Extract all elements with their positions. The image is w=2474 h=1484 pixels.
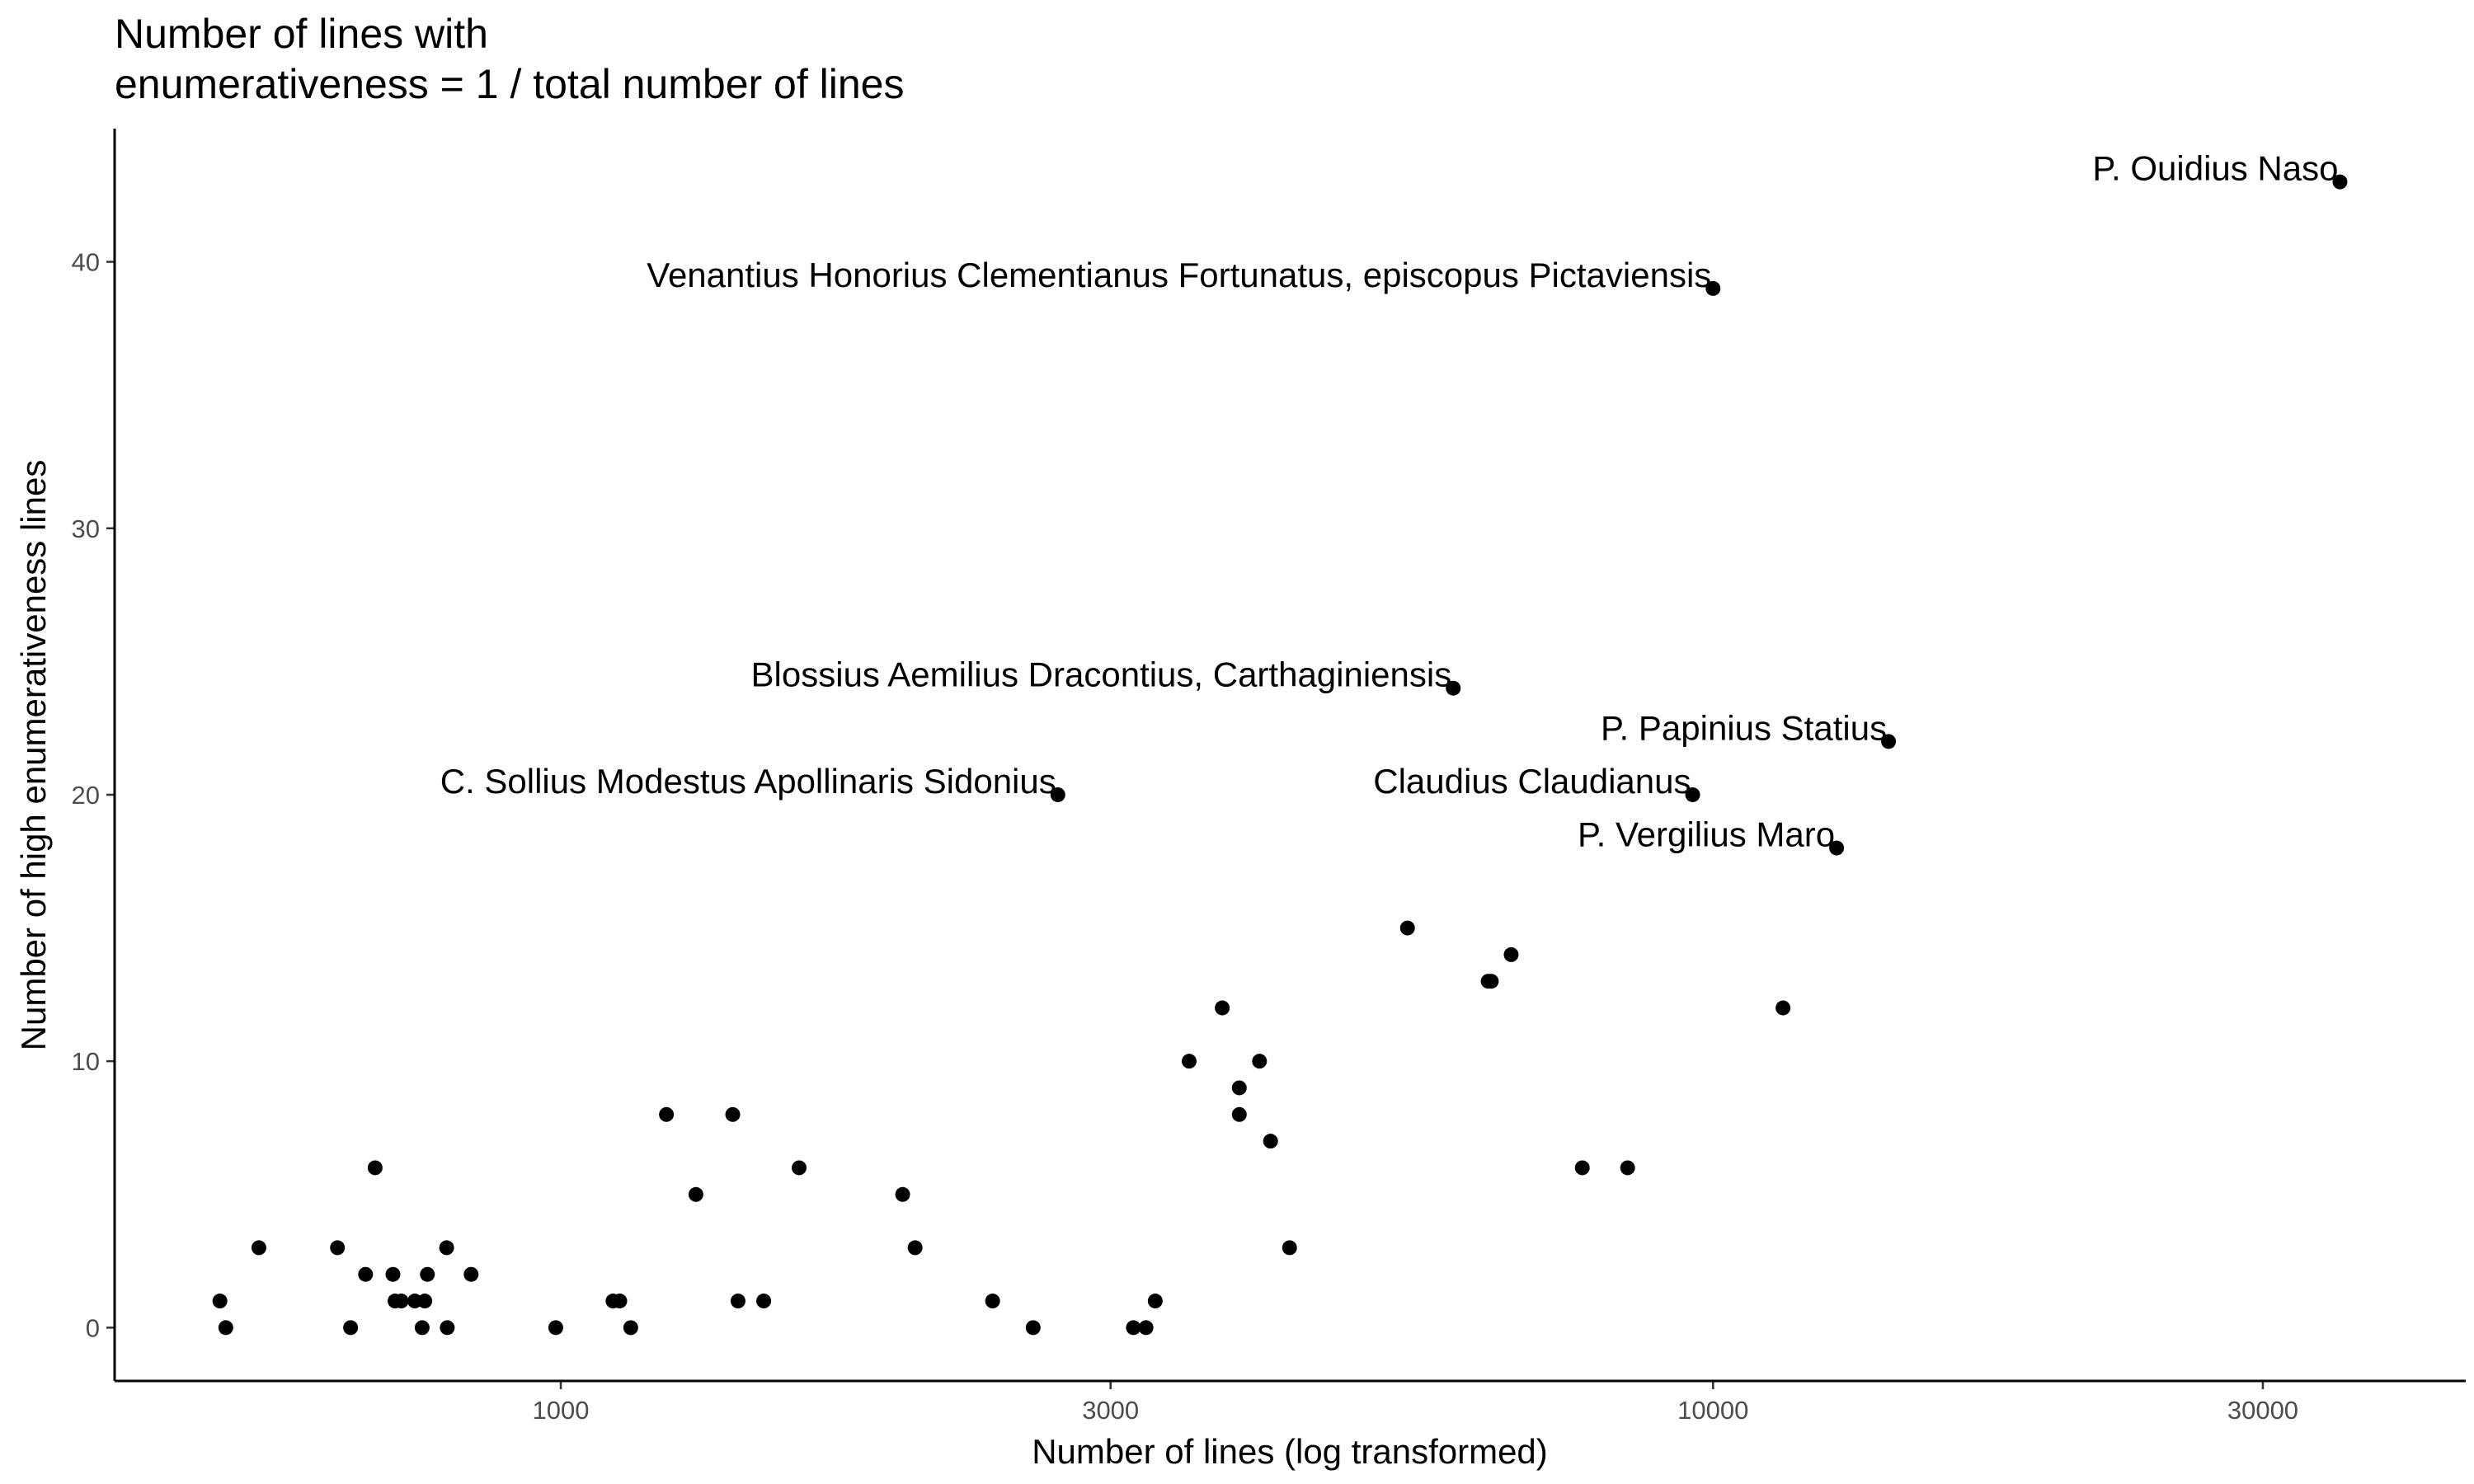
data-point-label: C. Sollius Modestus Apollinaris Sidonius <box>440 762 1056 801</box>
data-point <box>1503 946 1519 962</box>
data-point <box>756 1294 772 1309</box>
data-point <box>1399 920 1415 936</box>
data-point-label: P. Vergilius Maro <box>1578 815 1835 854</box>
data-point <box>659 1106 675 1122</box>
data-point <box>1215 1000 1230 1016</box>
data-point <box>1138 1320 1154 1336</box>
data-point <box>414 1320 430 1336</box>
y-tick-label: 40 <box>72 248 100 277</box>
data-point <box>1685 787 1700 802</box>
data-point <box>1231 1106 1247 1122</box>
data-point <box>1446 680 1461 696</box>
x-tick-label: 3000 <box>1082 1396 1139 1425</box>
data-point <box>367 1160 383 1176</box>
data-point <box>1025 1320 1041 1336</box>
data-point <box>251 1240 266 1256</box>
data-point <box>343 1320 359 1336</box>
x-axis-title: Number of lines (log transformed) <box>1032 1432 1548 1471</box>
data-point <box>1776 1000 1791 1016</box>
chart-title-line-1: Number of lines with <box>115 11 488 57</box>
chart-title-line-2: enumerativeness = 1 / total number of li… <box>115 61 904 107</box>
data-point <box>688 1186 703 1202</box>
data-point <box>1574 1160 1590 1176</box>
y-tick-label: 10 <box>72 1047 100 1076</box>
data-point <box>1484 974 1499 989</box>
data-point <box>358 1266 374 1282</box>
x-tick-label: 10000 <box>1677 1396 1748 1425</box>
y-tick-label: 20 <box>72 781 100 810</box>
data-points <box>212 174 2348 1336</box>
y-axis-title: Number of high enumerativeness lines <box>14 460 53 1051</box>
data-point-label: Claudius Claudianus <box>1373 762 1691 801</box>
data-point <box>393 1294 409 1309</box>
data-point <box>1881 734 1897 749</box>
data-point <box>792 1160 807 1176</box>
data-point <box>1829 840 1845 856</box>
data-point <box>218 1320 233 1336</box>
data-point <box>439 1240 454 1256</box>
data-point <box>1181 1054 1197 1069</box>
x-tick-label: 30000 <box>2227 1396 2298 1425</box>
data-point <box>1282 1240 1297 1256</box>
data-point-label: Blossius Aemilius Dracontius, Carthagini… <box>751 655 1452 694</box>
data-point <box>212 1294 228 1309</box>
data-point <box>1231 1080 1247 1096</box>
point-labels: P. Ouidius Naso Venantius Honorius Clemen… <box>440 149 2339 854</box>
data-point <box>420 1266 435 1282</box>
data-point <box>463 1266 479 1282</box>
x-axis-ticks: 1000 3000 10000 30000 <box>533 1381 2298 1425</box>
data-point <box>417 1294 433 1309</box>
data-point-label: Venantius Honorius Clementianus Fortunat… <box>647 256 1711 294</box>
data-point <box>1252 1054 1268 1069</box>
data-point <box>623 1320 638 1336</box>
data-point <box>330 1240 346 1256</box>
data-point <box>1126 1320 1141 1336</box>
data-point <box>985 1294 1000 1309</box>
data-point <box>725 1106 741 1122</box>
data-point <box>440 1320 455 1336</box>
data-point <box>1263 1134 1278 1149</box>
data-point <box>907 1240 923 1256</box>
data-point <box>548 1320 563 1336</box>
y-tick-label: 0 <box>86 1313 100 1342</box>
data-point <box>612 1294 628 1309</box>
data-point <box>1050 787 1065 802</box>
data-point <box>2332 174 2348 190</box>
data-point <box>730 1294 745 1309</box>
x-tick-label: 1000 <box>533 1396 590 1425</box>
data-point-label: P. Ouidius Naso <box>2092 149 2338 188</box>
y-axis-ticks: 0 10 20 30 40 <box>72 248 115 1342</box>
data-point <box>895 1186 910 1202</box>
y-tick-label: 30 <box>72 514 100 543</box>
data-point <box>1705 280 1721 296</box>
data-point <box>1147 1294 1163 1309</box>
data-point <box>1620 1160 1635 1176</box>
data-point-label: P. Papinius Statius <box>1601 708 1887 747</box>
data-point <box>385 1266 401 1282</box>
